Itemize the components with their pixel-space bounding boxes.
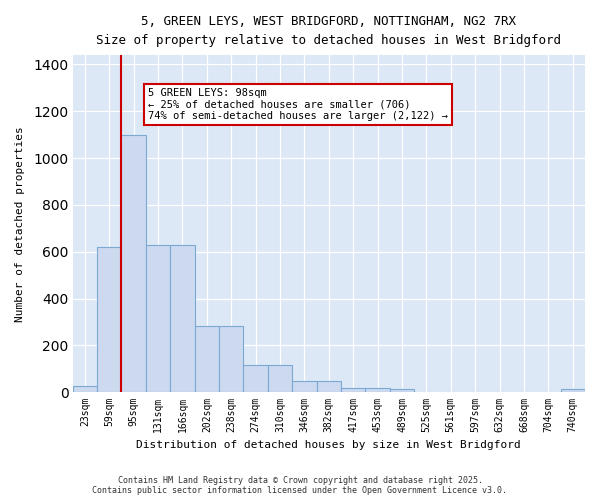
- Bar: [317, 381, 341, 392]
- Bar: [121, 134, 146, 392]
- Bar: [170, 245, 194, 392]
- Bar: [244, 366, 268, 392]
- Bar: [268, 366, 292, 392]
- Text: 5 GREEN LEYS: 98sqm
← 25% of detached houses are smaller (706)
74% of semi-detac: 5 GREEN LEYS: 98sqm ← 25% of detached ho…: [148, 88, 448, 121]
- Y-axis label: Number of detached properties: Number of detached properties: [15, 126, 25, 322]
- Bar: [219, 326, 244, 392]
- Bar: [194, 326, 219, 392]
- Bar: [341, 388, 365, 392]
- X-axis label: Distribution of detached houses by size in West Bridgford: Distribution of detached houses by size …: [136, 440, 521, 450]
- Bar: [73, 386, 97, 392]
- Bar: [365, 388, 390, 392]
- Text: Contains HM Land Registry data © Crown copyright and database right 2025.
Contai: Contains HM Land Registry data © Crown c…: [92, 476, 508, 495]
- Bar: [560, 390, 585, 392]
- Title: 5, GREEN LEYS, WEST BRIDGFORD, NOTTINGHAM, NG2 7RX
Size of property relative to : 5, GREEN LEYS, WEST BRIDGFORD, NOTTINGHA…: [97, 15, 562, 47]
- Bar: [97, 247, 121, 392]
- Bar: [390, 390, 414, 392]
- Bar: [146, 245, 170, 392]
- Bar: [292, 381, 317, 392]
